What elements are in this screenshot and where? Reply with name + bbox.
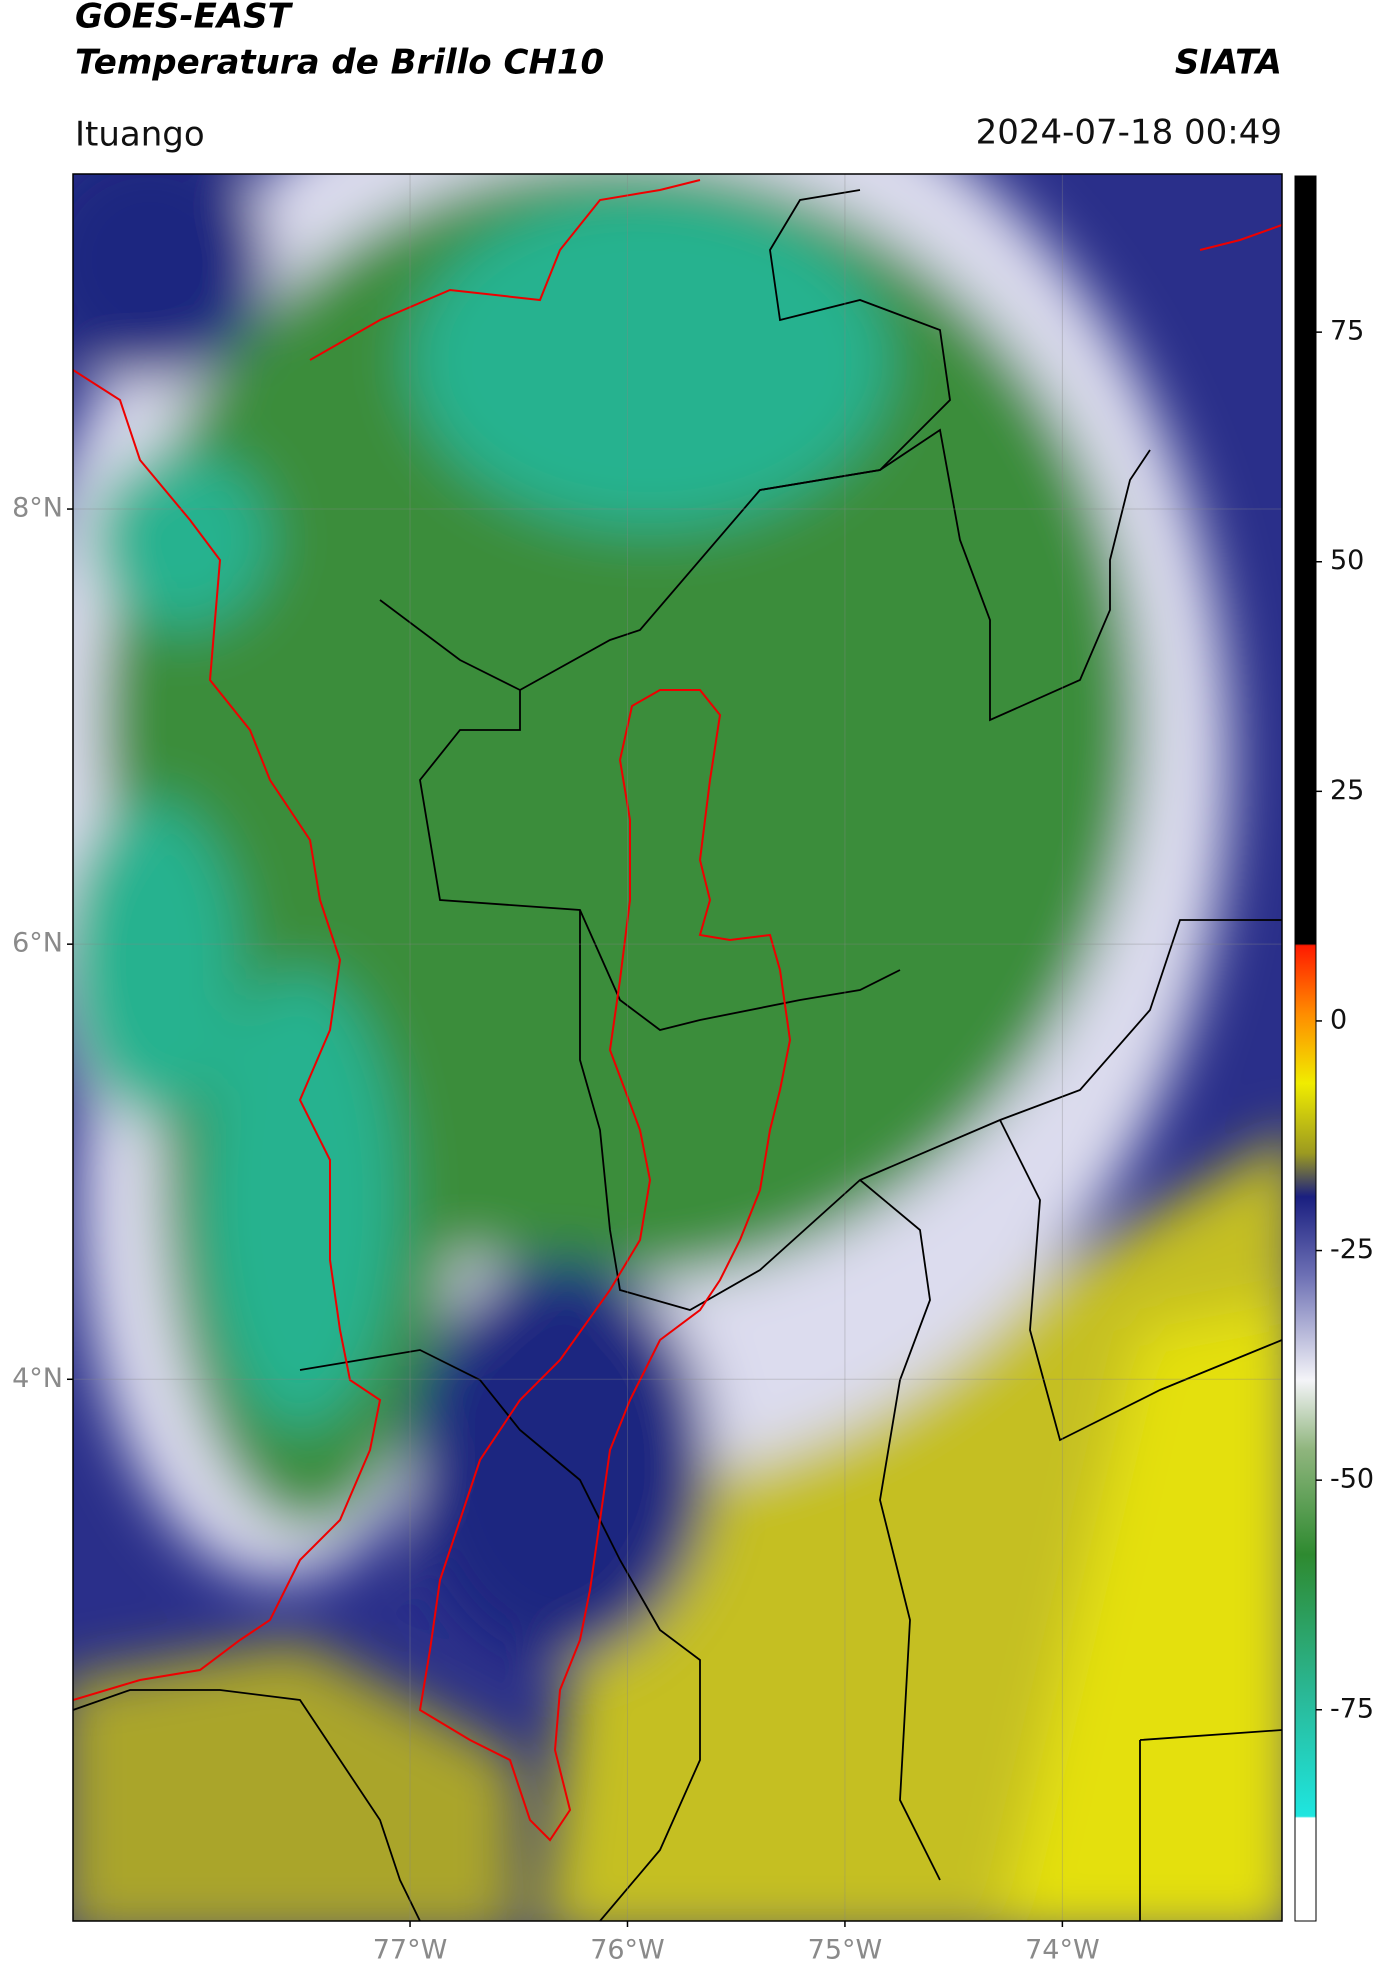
colorbar-tick-label: 50 xyxy=(1330,545,1364,576)
lat-tick-label: 6°N xyxy=(12,928,63,959)
colorbar-tick-label: 75 xyxy=(1330,316,1364,347)
lat-tick-label: 4°N xyxy=(12,1363,63,1394)
colorbar-tick-label: 0 xyxy=(1330,1004,1347,1035)
colorbar-tick-label: 25 xyxy=(1330,775,1364,806)
lon-tick-label: 76°W xyxy=(590,1935,665,1966)
title: GOES-EAST xyxy=(75,0,294,37)
colorbar-tick-label: -25 xyxy=(1330,1234,1374,1265)
satellite-image xyxy=(73,174,1282,1921)
lon-tick-label: 75°W xyxy=(808,1935,883,1966)
colorbar xyxy=(1294,175,1317,1922)
datetime: 2024-07-18 00:49 xyxy=(976,113,1282,153)
lon-tick-label: 74°W xyxy=(1025,1935,1100,1966)
location: Ituango xyxy=(75,115,205,155)
map-frame xyxy=(72,173,1283,1922)
agency: SIATA xyxy=(1175,43,1282,83)
subtitle: Temperatura de Brillo CH10 xyxy=(75,43,604,83)
lat-tick-label: 8°N xyxy=(12,493,63,524)
colorbar-tick-label: -50 xyxy=(1330,1464,1374,1495)
lon-tick-label: 77°W xyxy=(373,1935,448,1966)
colorbar-tick-label: -75 xyxy=(1330,1693,1374,1724)
